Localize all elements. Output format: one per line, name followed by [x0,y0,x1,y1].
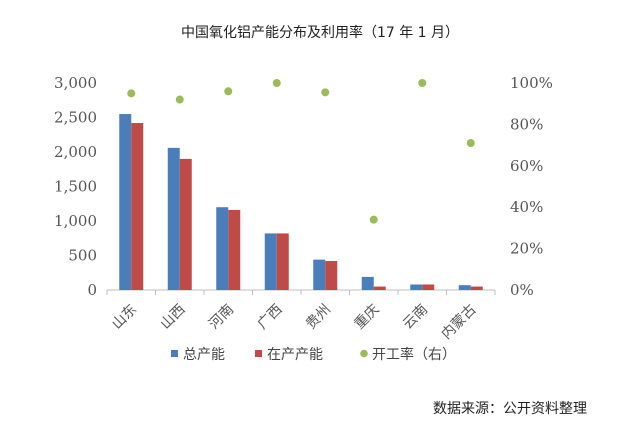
x-tick-label: 山西 [157,302,188,333]
y-right-tick-label: 60% [510,157,543,175]
bar-在产产能-内蒙古 [470,286,483,290]
chart-title: 中国氧化铝产能分布及利用率（17 年 1 月） [181,24,459,41]
legend-swatch-总产能 [171,350,178,357]
bar-在产产能-广西 [276,233,289,290]
x-tick-label: 广西 [254,302,285,333]
x-tick-label: 山东 [109,302,140,333]
legend-swatch-开工率（右） [360,349,368,358]
bar-总产能-山东 [119,114,132,290]
legend: 总产能 在产产能 开工率（右） [171,346,456,363]
bar-总产能-河南 [216,207,229,290]
y-right-tick-label: 0% [510,281,534,299]
bar-在产产能-山东 [131,123,144,291]
y-right-tick-label: 20% [510,240,543,258]
y-right-tick-label: 80% [510,115,543,133]
point-开工率（右）-贵州 [321,88,330,97]
y-left-tick-label: 2,500 [54,109,97,127]
bar-在产产能-河南 [228,209,241,290]
x-tick-label: 内蒙古 [439,302,480,343]
y-left-tick-label: 500 [68,247,97,265]
y-left-tick-label: 1,000 [54,212,97,230]
legend-label: 开工率（右） [372,346,456,363]
bar-在产产能-贵州 [325,261,338,290]
bar-在产产能-山西 [179,158,192,290]
y-left-tick-label: 2,000 [54,143,97,161]
point-开工率（右）-云南 [418,79,427,87]
y-right-tick-label: 40% [510,198,543,216]
y-left-tick-label: 0 [87,281,97,299]
point-开工率（右）-重庆 [369,215,378,224]
bar-总产能-广西 [264,233,277,290]
x-tick-label: 河南 [206,302,237,333]
y-left-tick-label: 3,000 [54,74,97,92]
point-开工率（右）-内蒙古 [466,139,475,148]
bar-总产能-内蒙古 [458,285,471,290]
x-tick-label: 贵州 [303,302,334,333]
point-开工率（右）-河南 [224,87,233,96]
bar-总产能-贵州 [313,259,326,290]
point-开工率（右）-山东 [127,89,136,98]
point-开工率（右）-广西 [272,79,281,87]
bar-在产产能-云南 [422,284,435,290]
bar-在产产能-重庆 [373,286,386,290]
y-left-tick-label: 1,500 [54,178,97,196]
y-right-tick-label: 100% [510,74,553,92]
bar-总产能-山西 [167,147,180,290]
point-开工率（右）-山西 [175,95,184,104]
x-tick-label: 重庆 [351,302,382,333]
source-note: 数据来源：公开资料整理 [433,401,587,417]
legend-label: 总产能 [183,347,225,363]
bar-总产能-重庆 [361,276,374,290]
legend-label: 在产产能 [267,347,323,363]
x-tick-label: 云南 [400,302,431,333]
legend-swatch-在产产能 [255,350,262,357]
bar-总产能-云南 [410,284,423,290]
plot-area: 0 500 1,000 1,500 2,000 2,500 3,000 0% 20% 40% 60%… [54,74,553,343]
